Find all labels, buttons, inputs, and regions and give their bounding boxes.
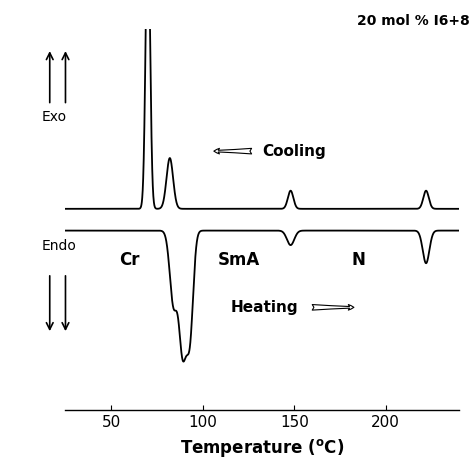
Text: N: N <box>351 251 365 269</box>
Text: Cooling: Cooling <box>262 144 326 159</box>
Text: Exo: Exo <box>42 110 67 124</box>
X-axis label: Temperature ($\mathbf{^oC}$): Temperature ($\mathbf{^oC}$) <box>180 437 344 459</box>
Text: SmA: SmA <box>218 251 261 269</box>
Text: Heating: Heating <box>231 300 299 315</box>
Text: 20 mol % I6+8: 20 mol % I6+8 <box>356 14 469 28</box>
Text: Cr: Cr <box>119 251 140 269</box>
Text: Endo: Endo <box>42 239 77 254</box>
